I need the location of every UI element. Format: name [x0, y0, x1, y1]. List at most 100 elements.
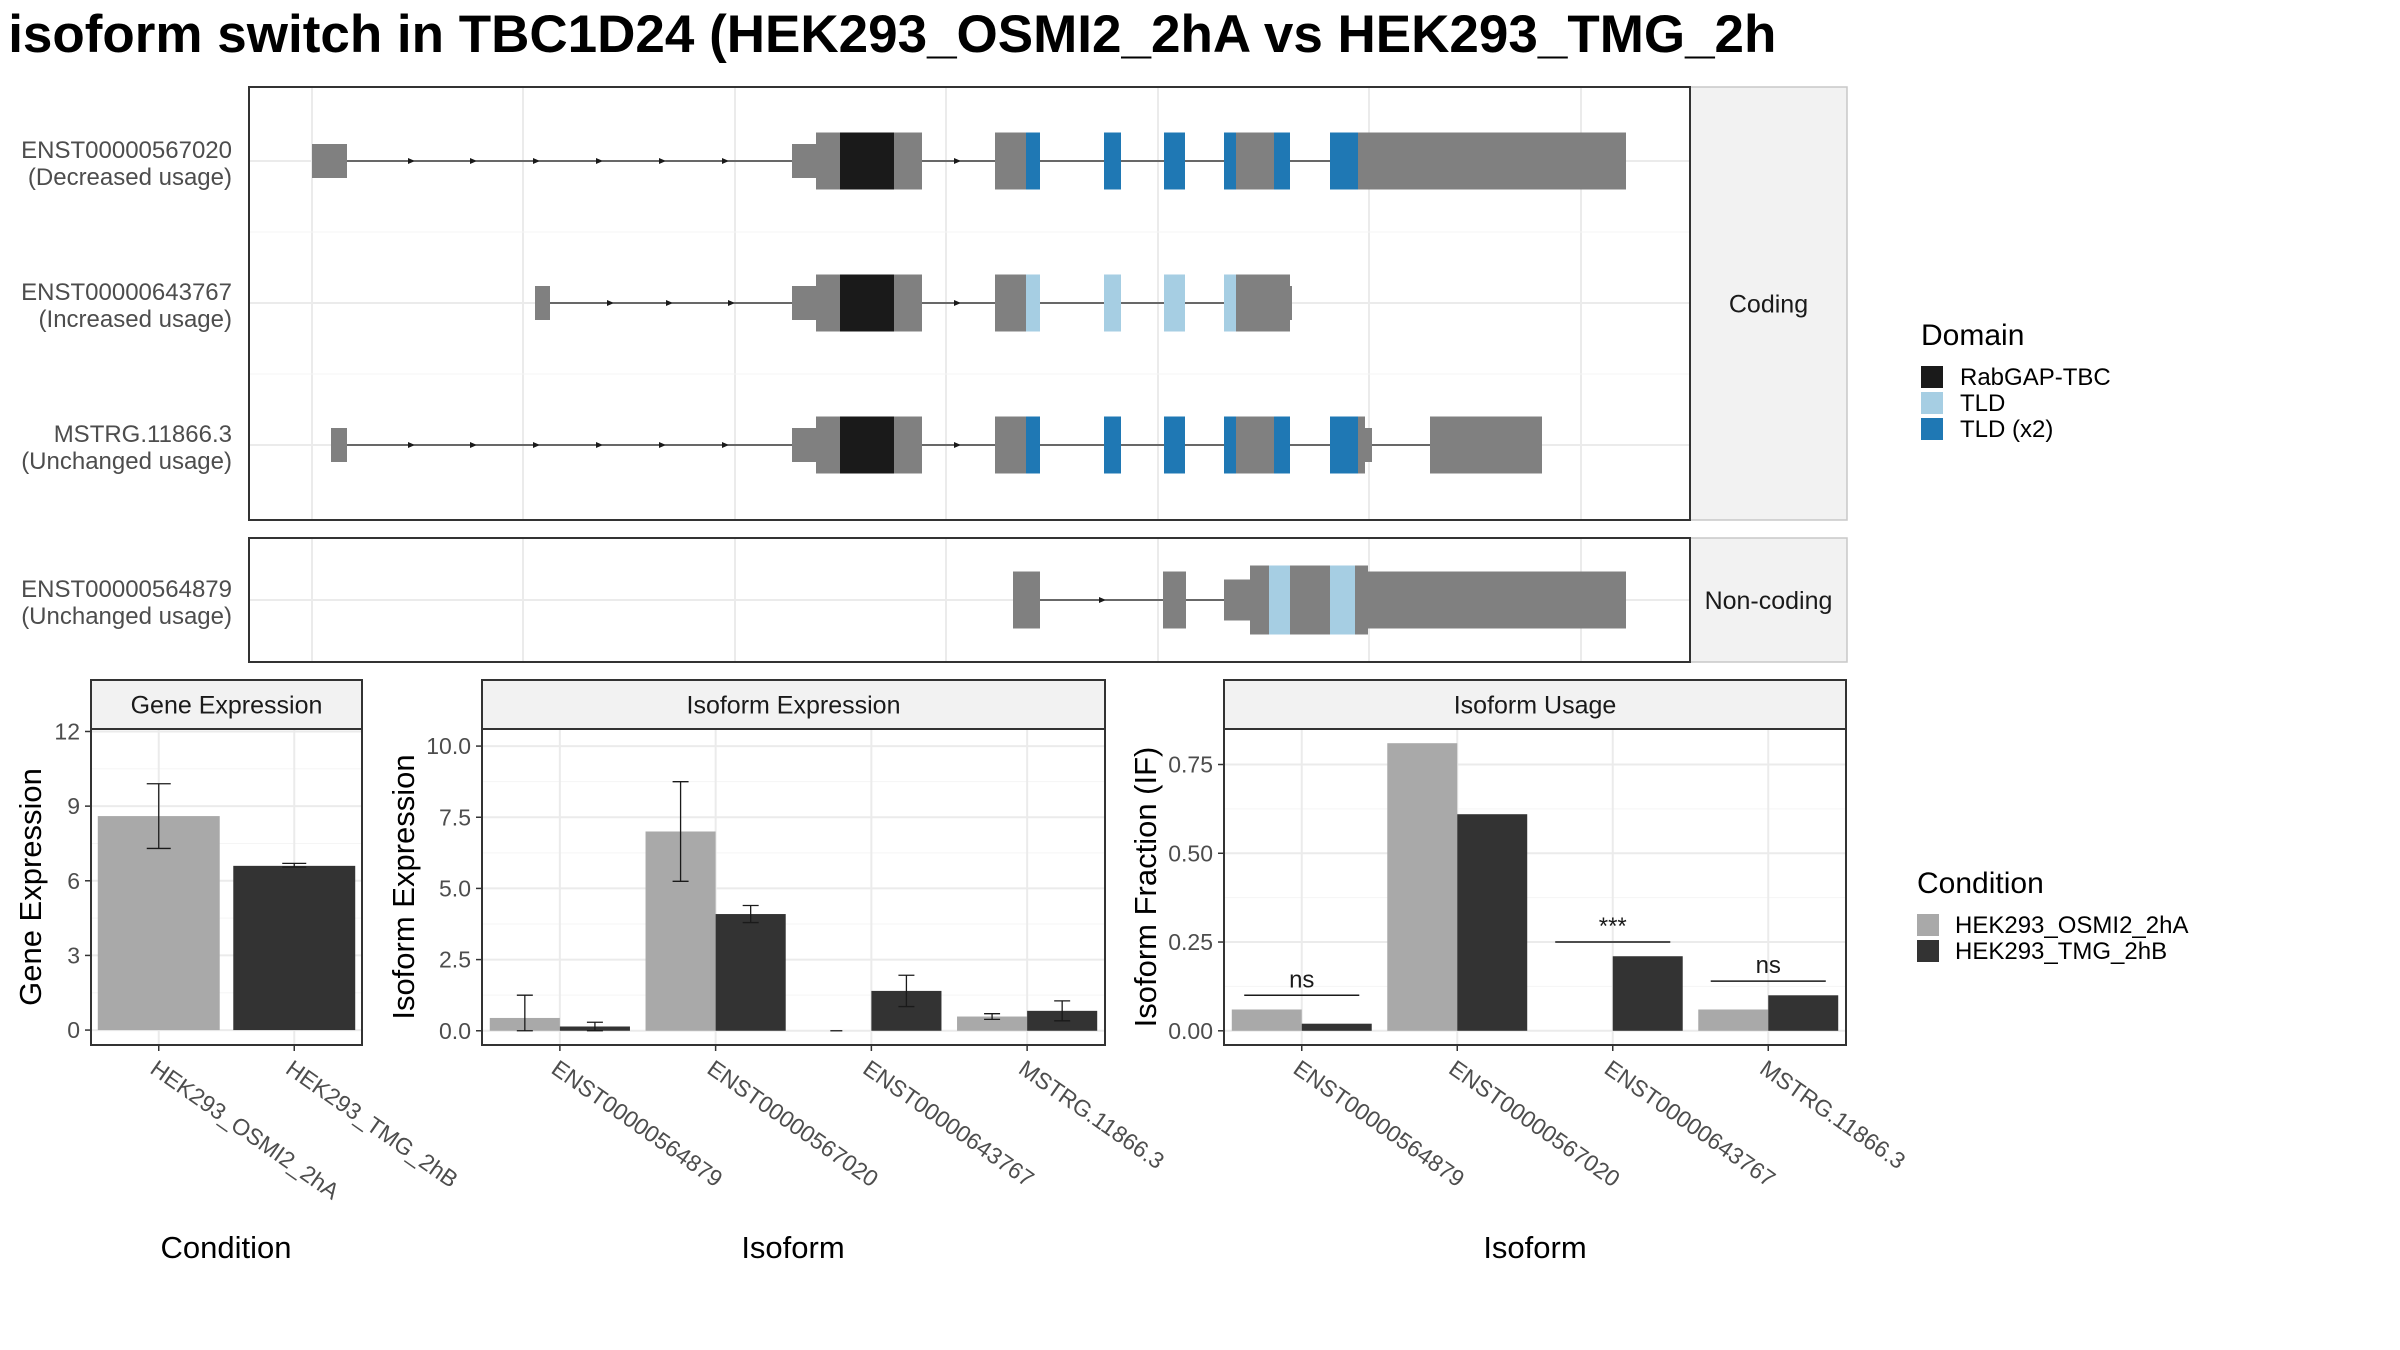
utr-exon: [312, 144, 347, 178]
legend-domain-key: [1921, 366, 1943, 388]
domain-tld-x2: [1164, 132, 1185, 190]
legend-domain-label: TLD (x2): [1960, 416, 2053, 443]
y-tick-label: 3: [67, 942, 80, 968]
bar: [1387, 743, 1458, 1031]
transcript-id-label: ENST00000643767: [21, 279, 232, 306]
utr-exon: [1362, 428, 1372, 462]
x-tick-label: MSTRG.11866.3: [1755, 1055, 1910, 1174]
utr-exon: [1368, 571, 1626, 629]
y-tick-label: 0: [67, 1017, 80, 1043]
bar: [1698, 1009, 1769, 1031]
utr-exon: [535, 286, 550, 320]
bar: [97, 816, 220, 1031]
significance-label: ns: [1756, 952, 1781, 979]
domain-tld-x2: [1104, 132, 1121, 190]
x-tick-label: ENST00000564879: [1289, 1055, 1469, 1192]
y-tick-label: 6: [67, 868, 80, 894]
bar: [1612, 956, 1683, 1031]
intron-arrow: [533, 442, 540, 448]
panel-title: Isoform Expression: [687, 692, 901, 720]
y-tick-label: 0.0: [439, 1018, 471, 1044]
transcript-id-label: MSTRG.11866.3: [54, 421, 232, 448]
legend-condition-key: [1917, 914, 1939, 936]
y-axis-title: Isoform Expression: [386, 754, 421, 1019]
y-tick-label: 0.50: [1168, 840, 1213, 866]
intron-arrow: [722, 442, 729, 448]
domain-tld-x2: [1104, 416, 1121, 474]
x-tick-label: ENST00000643767: [859, 1055, 1039, 1192]
domain-tld: [1104, 274, 1121, 332]
intron-arrow: [533, 158, 540, 164]
domain-rabgap-tbc: [840, 132, 894, 190]
domain-tld: [1269, 565, 1290, 635]
domain-tld: [1330, 565, 1355, 635]
x-tick-label: ENST00000643767: [1600, 1055, 1780, 1192]
x-tick-label: ENST00000567020: [703, 1055, 883, 1192]
significance-label: ***: [1599, 913, 1627, 940]
exon: [1163, 571, 1186, 629]
legend-condition-key: [1917, 940, 1939, 962]
utr-exon: [1286, 286, 1292, 320]
intron-arrow: [728, 300, 735, 306]
y-tick-label: 0.00: [1168, 1018, 1213, 1044]
transcript-id-label: ENST00000564879: [21, 576, 232, 603]
domain-tld: [1164, 274, 1185, 332]
legend-domain-key: [1921, 392, 1943, 414]
intron-arrow: [659, 442, 666, 448]
legend-domain-key: [1921, 418, 1943, 440]
figure-title: e isoform switch in TBC1D24 (HEK293_OSMI…: [0, 5, 1777, 64]
intron-arrow: [607, 300, 614, 306]
domain-tld: [1026, 274, 1040, 332]
transcript-usage-label: (Decreased usage): [28, 164, 232, 191]
y-tick-label: 12: [54, 718, 80, 744]
x-tick-label: MSTRG.11866.3: [1014, 1055, 1169, 1174]
facet-label-coding: Coding: [1729, 291, 1808, 319]
bar: [1768, 995, 1839, 1031]
facet-strip: [1223, 679, 1847, 730]
exon: [1224, 579, 1250, 621]
y-axis-title: Isoform Fraction (IF): [1128, 747, 1163, 1028]
utr-exon: [792, 144, 818, 178]
facet-strip: [481, 679, 1106, 730]
utr-exon: [792, 428, 818, 462]
x-tick-label: ENST00000564879: [547, 1055, 727, 1192]
y-tick-label: 9: [67, 793, 80, 819]
domain-tld-x2: [1224, 132, 1236, 190]
intron-arrow: [408, 442, 415, 448]
legend-domain-title: Domain: [1921, 319, 2024, 352]
bar-panel-2: 0.02.55.07.510.0ENST00000564879ENST00000…: [386, 679, 1169, 1265]
panel-title: Isoform Usage: [1454, 692, 1617, 720]
domain-tld-x2: [1224, 416, 1236, 474]
intron-arrow: [596, 442, 603, 448]
y-tick-label: 7.5: [439, 804, 471, 830]
significance-label: ns: [1289, 966, 1314, 993]
y-tick-label: 2.5: [439, 947, 471, 973]
transcript-usage-label: (Unchanged usage): [21, 448, 232, 475]
bar-panel-3: 0.000.250.500.75nsns***nsENST00000564879…: [1128, 679, 1910, 1265]
transcript-id-label: ENST00000567020: [21, 137, 232, 164]
utr-exon: [1430, 416, 1542, 474]
bar: [715, 914, 786, 1031]
intron-arrow: [954, 442, 961, 448]
y-axis-title: Gene Expression: [13, 768, 48, 1006]
intron-arrow: [408, 158, 415, 164]
y-tick-label: 5.0: [439, 875, 471, 901]
panel-border: [248, 537, 1691, 663]
bar: [233, 865, 356, 1031]
domain-rabgap-tbc: [840, 274, 894, 332]
bar: [1457, 814, 1528, 1031]
bar: [1231, 1009, 1302, 1031]
x-tick-label: ENST00000567020: [1444, 1055, 1624, 1192]
legend-condition-label: HEK293_TMG_2hB: [1955, 938, 2167, 965]
bar: [957, 1016, 1028, 1031]
intron-arrow: [954, 158, 961, 164]
bar: [1301, 1023, 1372, 1031]
legend-domain-label: RabGAP-TBC: [1960, 364, 2111, 391]
intron-arrow: [1099, 597, 1106, 603]
intron-arrow: [722, 158, 729, 164]
intron-arrow: [470, 158, 477, 164]
utr-exon: [331, 428, 347, 462]
panel-title: Gene Expression: [131, 692, 323, 720]
utr-exon: [1364, 132, 1626, 190]
